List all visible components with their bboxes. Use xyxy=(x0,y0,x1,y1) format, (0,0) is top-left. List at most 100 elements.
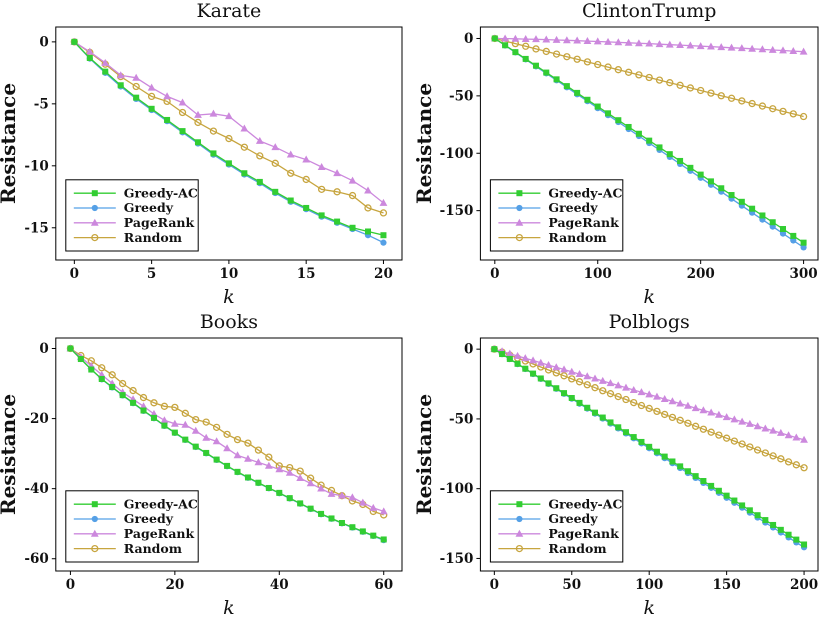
square-marker xyxy=(645,137,652,144)
triangle-marker xyxy=(675,41,684,49)
square-marker xyxy=(307,505,314,512)
triangle-marker xyxy=(505,349,514,357)
square-marker xyxy=(265,484,272,491)
square-marker xyxy=(594,103,601,110)
square-marker xyxy=(286,495,293,502)
square-marker xyxy=(563,83,570,90)
chart-karate-canvas: Karate Resistance k 0 5 10 15 20 0 -5 -10 -15 Greedy… xyxy=(0,0,403,308)
square-marker xyxy=(684,468,691,475)
circle-open-marker xyxy=(575,378,583,386)
triangle-marker xyxy=(551,363,560,371)
legend-square-marker xyxy=(91,190,98,197)
circle-open-marker xyxy=(634,71,643,79)
circle-open-marker xyxy=(792,461,800,469)
square-marker xyxy=(599,414,606,421)
axes-box xyxy=(479,26,819,261)
x-axis-label: k xyxy=(643,597,655,619)
triangle-marker xyxy=(559,365,568,373)
y-tick-label: -10 xyxy=(24,158,48,174)
y-axis-label: Resistance xyxy=(0,394,20,515)
square-marker xyxy=(769,219,776,226)
square-marker xyxy=(318,212,325,219)
triangle-marker xyxy=(760,424,769,432)
triangle-marker xyxy=(716,43,725,51)
triangle-marker xyxy=(562,36,571,44)
square-marker xyxy=(241,170,248,177)
circle-open-marker xyxy=(118,379,127,388)
legend-box xyxy=(65,179,199,252)
square-marker xyxy=(182,436,189,443)
circle-open-marker xyxy=(542,47,550,56)
chart-panel-polblogs: Polblogs Resistance k 0 50 100 150 200 0 -50 -100 -… xyxy=(416,311,831,622)
square-marker xyxy=(287,197,294,204)
triangle-marker xyxy=(101,58,110,66)
triangle-marker xyxy=(513,351,521,359)
square-marker xyxy=(715,487,722,494)
triangle-marker xyxy=(306,479,315,487)
chart-title: Karate xyxy=(196,0,261,22)
square-marker xyxy=(119,392,126,399)
circle-open-marker xyxy=(778,107,787,116)
triangle-marker xyxy=(364,186,372,194)
x-tick-label: 15 xyxy=(297,266,316,282)
y-tick-label: -100 xyxy=(439,146,473,162)
square-marker xyxy=(514,360,521,367)
circle-open-marker xyxy=(132,82,140,91)
circle-open-marker xyxy=(567,375,575,383)
triangle-marker xyxy=(212,437,221,445)
triangle-marker xyxy=(729,415,738,423)
circle-open-marker xyxy=(333,188,341,196)
square-marker xyxy=(553,76,560,83)
square-marker xyxy=(491,35,498,42)
circle-open-marker xyxy=(747,99,756,108)
circle-open-marker xyxy=(675,81,684,89)
triangle-marker xyxy=(132,73,141,81)
square-marker xyxy=(370,532,377,539)
circle-marker xyxy=(799,244,807,251)
x-tick-label: 40 xyxy=(270,577,289,593)
square-marker xyxy=(653,448,660,455)
square-marker xyxy=(604,110,611,117)
series-pagerank xyxy=(489,345,808,443)
square-marker xyxy=(334,218,341,225)
square-marker xyxy=(738,502,745,509)
circle-open-marker xyxy=(691,422,699,430)
circle-open-marker xyxy=(753,446,761,454)
triangle-marker xyxy=(727,43,735,51)
x-tick-label: 10 xyxy=(220,266,239,282)
square-marker xyxy=(364,228,371,235)
triangle-marker xyxy=(358,498,367,506)
y-axis-label: Resistance xyxy=(416,394,436,515)
triangle-marker xyxy=(668,397,676,405)
circle-open-marker xyxy=(761,449,769,457)
triangle-marker xyxy=(791,433,800,441)
circle-open-marker xyxy=(737,440,746,448)
triangle-marker xyxy=(178,98,187,106)
square-marker xyxy=(86,54,93,61)
triangle-marker xyxy=(139,402,148,410)
triangle-marker xyxy=(747,44,756,52)
square-marker xyxy=(591,409,598,416)
square-marker xyxy=(164,116,171,123)
y-axis-label: Resistance xyxy=(416,83,436,204)
square-marker xyxy=(625,123,632,130)
chart-books-canvas: Books Resistance k 0 20 40 60 0 -20 -40 -60 Greedy-… xyxy=(0,311,403,619)
square-marker xyxy=(117,82,124,89)
square-marker xyxy=(98,375,105,382)
triangle-marker xyxy=(572,36,581,44)
circle-open-marker xyxy=(573,55,581,63)
triangle-marker xyxy=(788,47,797,55)
square-marker xyxy=(707,482,714,489)
triangle-marker xyxy=(655,40,663,48)
triangle-marker xyxy=(181,420,190,428)
triangle-marker xyxy=(768,426,777,434)
chart-panel-books: Books Resistance k 0 20 40 60 0 -20 -40 -60 Greedy-… xyxy=(0,311,415,622)
circle-open-marker xyxy=(108,371,116,379)
circle-open-marker xyxy=(317,185,326,194)
square-marker xyxy=(150,414,157,421)
legend-circle-open-marker xyxy=(515,544,523,553)
square-marker xyxy=(276,489,283,496)
square-marker xyxy=(109,384,116,391)
triangle-marker xyxy=(233,451,242,459)
